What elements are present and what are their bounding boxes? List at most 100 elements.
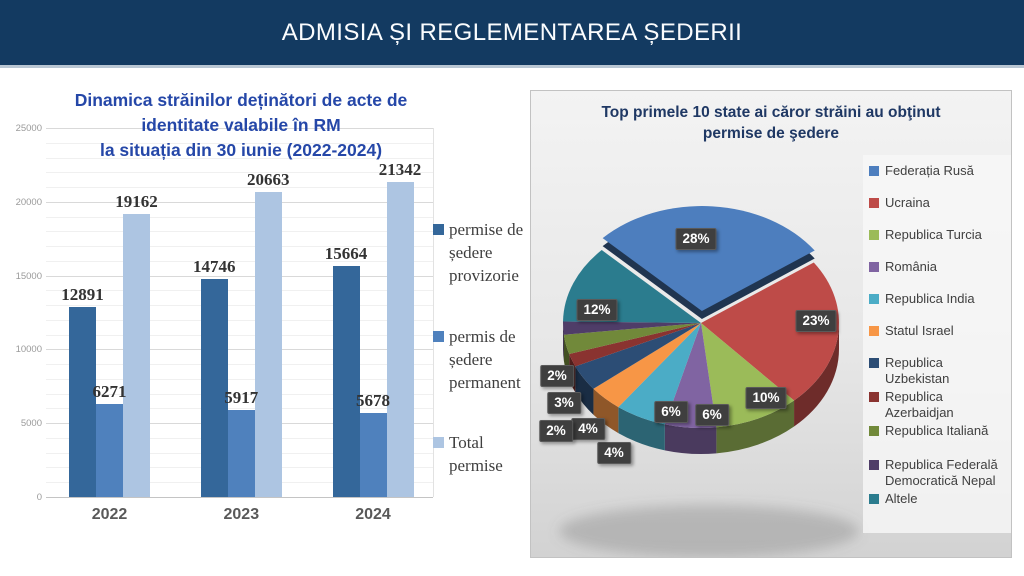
- pie-chart-legend: Federația Rusă Ucraina Republica Turcia Rom…: [863, 155, 1011, 533]
- pie-percent-label: 23%: [795, 310, 837, 332]
- bar-series1-2024: [332, 265, 360, 497]
- gridline: [46, 393, 433, 395]
- pie-legend-label: Republica Turcia: [885, 227, 982, 242]
- pie-legend-label: Altele: [885, 491, 918, 506]
- legend-swatch-icon: [869, 166, 879, 176]
- pie-legend-label: Republica India: [885, 291, 975, 306]
- y-axis-tick-label: 5000: [20, 418, 42, 430]
- legend-swatch-icon: [869, 494, 879, 504]
- plot-right-border: [433, 128, 434, 497]
- y-axis-tick-label: 10000: [15, 344, 42, 356]
- gridline: [46, 408, 433, 410]
- gridline: [46, 157, 433, 159]
- pie-chart-title-line2: permise de şedere: [702, 125, 840, 142]
- bar-value-label: 21342: [378, 159, 422, 179]
- pie-legend-label: Republica Federală Democratică Nepal: [885, 457, 998, 488]
- gridline: [46, 201, 433, 203]
- x-axis-label-2022: 2022: [91, 506, 128, 523]
- pie-percent-label: 4%: [571, 418, 605, 440]
- gridline: [46, 231, 433, 233]
- pie-legend-item-9: Republica Italiană: [869, 423, 1011, 439]
- gridline: [46, 290, 433, 292]
- legend-swatch-icon: [869, 262, 879, 272]
- pie-legend-item-5: Republica India: [869, 291, 1011, 307]
- pie-chart-title: Top primele 10 state ai căror străini au…: [531, 102, 1011, 144]
- pie-percent-label: 10%: [745, 387, 787, 409]
- bar-series2-2024: [359, 413, 387, 497]
- legend-swatch-icon: [869, 358, 879, 368]
- legend-swatch-icon: [869, 460, 879, 470]
- legend-swatch-icon: [433, 224, 444, 235]
- legend-swatch-icon: [433, 437, 444, 448]
- pie-legend-item-7: Republica Uzbekistan: [869, 355, 1011, 387]
- bar-value-label: 5678: [356, 391, 390, 411]
- legend-swatch-icon: [869, 230, 879, 240]
- pie-percent-label: 3%: [547, 392, 581, 414]
- bar-series3-2022: [123, 214, 150, 497]
- legend-swatch-icon: [869, 426, 879, 436]
- bar-legend-item-2: permis de ședere permanent: [433, 325, 539, 394]
- pie-legend-label: Statul Israel: [885, 323, 954, 338]
- bar-value-label: 12891: [61, 284, 104, 304]
- bar-value-label: 20663: [247, 170, 290, 189]
- bar-chart-title-line3: la situația din 30 iunie (2022-2024): [99, 140, 383, 160]
- bar-legend-label: permise de ședere provizorie: [449, 220, 524, 285]
- pie-percent-label: 12%: [576, 299, 618, 321]
- pie-legend-item-2: Ucraina: [869, 195, 1011, 211]
- bar-legend-item-1: permise de ședere provizorie: [433, 218, 539, 287]
- gridline: [46, 319, 433, 321]
- gridline: [46, 172, 433, 174]
- bar-value-label: 5917: [224, 387, 259, 407]
- bar-legend-label: permis de ședere permanent: [449, 327, 521, 392]
- bar-legend-item-3: Total permise: [433, 431, 539, 477]
- legend-swatch-icon: [869, 326, 879, 336]
- pie-legend-label: Republica Azerbaidjan: [885, 389, 954, 420]
- bar-series2-2023: [227, 409, 255, 497]
- bar-series1-2022: [69, 306, 96, 497]
- y-axis-tick-label: 0: [36, 492, 42, 503]
- gridline: [46, 260, 433, 262]
- gridline: [46, 275, 433, 277]
- bar-series3-2024: [386, 181, 414, 497]
- gridline: [46, 246, 433, 248]
- pie-percent-label: 2%: [539, 420, 573, 442]
- gridline: [46, 334, 433, 336]
- legend-swatch-icon: [869, 198, 879, 208]
- bar-value-label: 14746: [193, 257, 236, 277]
- gridline: [46, 378, 433, 380]
- x-axis-label-2023: 2023: [223, 506, 260, 523]
- legend-swatch-icon: [869, 392, 879, 402]
- pie-legend-label: Republica Italiană: [885, 423, 989, 438]
- gridline: [46, 187, 433, 189]
- gridline: [46, 349, 433, 351]
- bar-series3-2023: [254, 192, 282, 497]
- pie-legend-item-1: Federația Rusă: [869, 163, 1011, 179]
- pie-chart-title-line1: Top primele 10 state ai căror străini au…: [601, 104, 941, 121]
- bar-value-label: 6271: [92, 382, 127, 402]
- header-band: ADMISIA ȘI REGLEMENTAREA ȘEDERII: [0, 0, 1024, 68]
- pie-panel: Top primele 10 state ai căror străini au…: [530, 90, 1012, 558]
- slide-title: ADMISIA ȘI REGLEMENTAREA ȘEDERII: [281, 19, 743, 46]
- gridline: [46, 216, 433, 218]
- bar-chart-title-line1: Dinamica străinilor deținători de acte d…: [74, 90, 408, 110]
- bar-value-label: 19162: [115, 192, 158, 212]
- x-axis-label-2024: 2024: [355, 506, 391, 523]
- bar-legend-label: Total permise: [449, 433, 503, 475]
- bar-value-label: 15664: [324, 243, 368, 263]
- pie-legend-item-10: Republica Federală Democratică Nepal: [869, 457, 1011, 489]
- gridline: [46, 305, 433, 307]
- pie-legend-label: Republica Uzbekistan: [885, 355, 950, 386]
- pie-legend-item-3: Republica Turcia: [869, 227, 1011, 243]
- y-axis-tick-label: 20000: [15, 196, 42, 208]
- pie-percent-label: 4%: [597, 442, 631, 464]
- legend-swatch-icon: [433, 331, 444, 342]
- bar-chart-title: Dinamica străinilor deținători de acte d…: [25, 88, 457, 163]
- pie-legend-item-4: România: [869, 259, 1011, 275]
- x-axis-line: [46, 497, 433, 498]
- pie-percent-label: 2%: [540, 365, 574, 387]
- pie-legend-item-11: Altele: [869, 491, 1011, 507]
- y-axis-tick-label: 25000: [15, 123, 42, 134]
- gridline: [46, 142, 433, 144]
